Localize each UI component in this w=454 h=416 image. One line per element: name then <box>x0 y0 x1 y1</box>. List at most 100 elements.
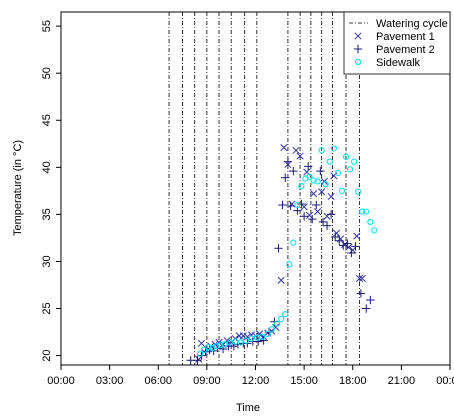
pavement-2-point <box>274 244 283 253</box>
y-axis-title: Temperature (in °C) <box>12 140 24 236</box>
sidewalk-point <box>306 173 313 180</box>
pavement-2-point <box>283 157 293 166</box>
pavement-1-point-stroke <box>327 192 335 201</box>
legend-label: Pavement 1 <box>376 31 435 43</box>
y-tick-label: 50 <box>41 67 53 79</box>
sidewalk-point <box>367 218 374 226</box>
legend-marker <box>354 32 362 40</box>
pavement-1-point-stroke <box>332 229 341 237</box>
pavement-1-point-stroke <box>353 232 361 240</box>
sidewalk-point <box>264 330 271 338</box>
pavement-1-point <box>341 240 349 249</box>
sidewalk-point <box>371 227 378 234</box>
y-tick-label: 55 <box>41 20 53 32</box>
pavement-1-point <box>195 355 203 363</box>
sidewalk-point <box>282 311 289 318</box>
x-tick-label: 09:00 <box>193 375 221 387</box>
pavement-1-point-stroke <box>272 323 280 331</box>
pavement-1-point <box>318 188 326 196</box>
legend-label: Sidewalk <box>376 57 421 69</box>
pavement-2-point <box>286 201 295 211</box>
y-tick-label: 45 <box>41 114 53 126</box>
pavement-2-point <box>351 242 360 251</box>
pavement-1-point-stroke <box>292 146 300 154</box>
pavement-2-point <box>318 217 328 227</box>
sidewalk-point <box>322 181 329 188</box>
sidewalk-point <box>274 320 281 327</box>
pavement-2-point <box>312 200 321 210</box>
sidewalk-point <box>314 178 321 185</box>
pavement-1-point-stroke <box>197 339 206 347</box>
pavement-1-point-stroke <box>215 338 223 346</box>
pavement-2-point <box>303 162 313 171</box>
y-tick-label: 20 <box>41 349 53 361</box>
pavement-1-point-stroke <box>355 274 364 282</box>
pavement-1-point-stroke <box>255 330 264 338</box>
pavement-1-point-stroke <box>310 190 318 198</box>
sidewalk-point <box>330 145 337 152</box>
pavement-2-point <box>308 214 317 224</box>
x-tick-label: 18:00 <box>339 375 367 387</box>
legend-marker-stroke <box>354 32 362 40</box>
sidewalk-point <box>205 344 212 351</box>
x-tick-label: 00:00 <box>47 375 75 387</box>
sidewalk-point <box>342 153 350 161</box>
pavement-2-point <box>366 295 375 305</box>
legend-label: Watering cycle <box>376 18 448 30</box>
plot-area: 00:00 03:00 06:00 09:00 12:00 15:00 18:00 21:00… <box>41 11 454 387</box>
pavement-2-point <box>322 221 332 230</box>
pavement-1-point-stroke <box>318 188 326 196</box>
pavement-2-point <box>259 336 268 345</box>
pavement-2-point <box>335 236 344 245</box>
pavement-1-point-stroke <box>277 276 285 284</box>
pavement-1-point <box>353 232 361 240</box>
pavement-1-point <box>292 146 300 154</box>
pavement-1-point-stroke <box>223 336 231 345</box>
pavement-2-point <box>297 199 306 209</box>
sidewalk-point <box>237 339 244 346</box>
pavement-2-point <box>356 289 366 298</box>
pavement-1-point-stroke <box>305 211 314 219</box>
sidewalk-point <box>268 326 275 333</box>
sidewalk-point <box>290 239 297 246</box>
sidewalk-point <box>197 350 204 357</box>
sidewalk-point <box>359 208 366 215</box>
pavement-1-point <box>280 143 288 152</box>
sidewalk-point <box>298 183 305 190</box>
pavement-1-point-stroke <box>296 152 304 160</box>
pavement-1-point <box>255 330 264 338</box>
pavement-2-point <box>347 248 356 258</box>
sidewalk-point <box>294 201 301 209</box>
legend-box <box>343 11 451 75</box>
pavement-2-point <box>330 232 340 242</box>
x-tick-label: 15:00 <box>290 375 318 387</box>
sidewalk-point <box>363 208 370 215</box>
pavement-1-point <box>314 208 322 216</box>
y-tick-label: 35 <box>41 208 53 220</box>
pavement-1-point-stroke <box>358 274 366 282</box>
sidewalk-point <box>338 187 346 194</box>
pavement-1-point-stroke <box>243 333 251 341</box>
pavement-2-point <box>254 337 263 346</box>
pavement-1-point <box>330 172 338 180</box>
pavement-2-point <box>316 166 325 176</box>
pavement-1-point-stroke <box>280 143 288 152</box>
pavement-1-point-stroke <box>239 332 247 340</box>
pavement-1-point <box>327 192 335 201</box>
pavement-2-point <box>193 356 202 365</box>
pavement-1-point-stroke <box>330 172 338 180</box>
sidewalk-point <box>334 169 341 177</box>
pavement-2-point <box>289 166 298 176</box>
pavement-1-point <box>277 276 285 284</box>
pavement-1-point-stroke <box>303 168 311 176</box>
pavement-2-point <box>299 212 309 221</box>
pavement-1-point <box>272 323 280 331</box>
pavement-1-point <box>300 203 308 211</box>
pavement-1-point <box>243 333 251 341</box>
pavement-1-point-stroke <box>314 208 322 216</box>
sidewalk-point <box>355 188 362 195</box>
pavement-1-point-stroke <box>341 240 349 249</box>
sidewalk-point <box>286 261 293 268</box>
sidewalk-point <box>351 158 358 165</box>
pavement-2-point <box>243 339 252 348</box>
